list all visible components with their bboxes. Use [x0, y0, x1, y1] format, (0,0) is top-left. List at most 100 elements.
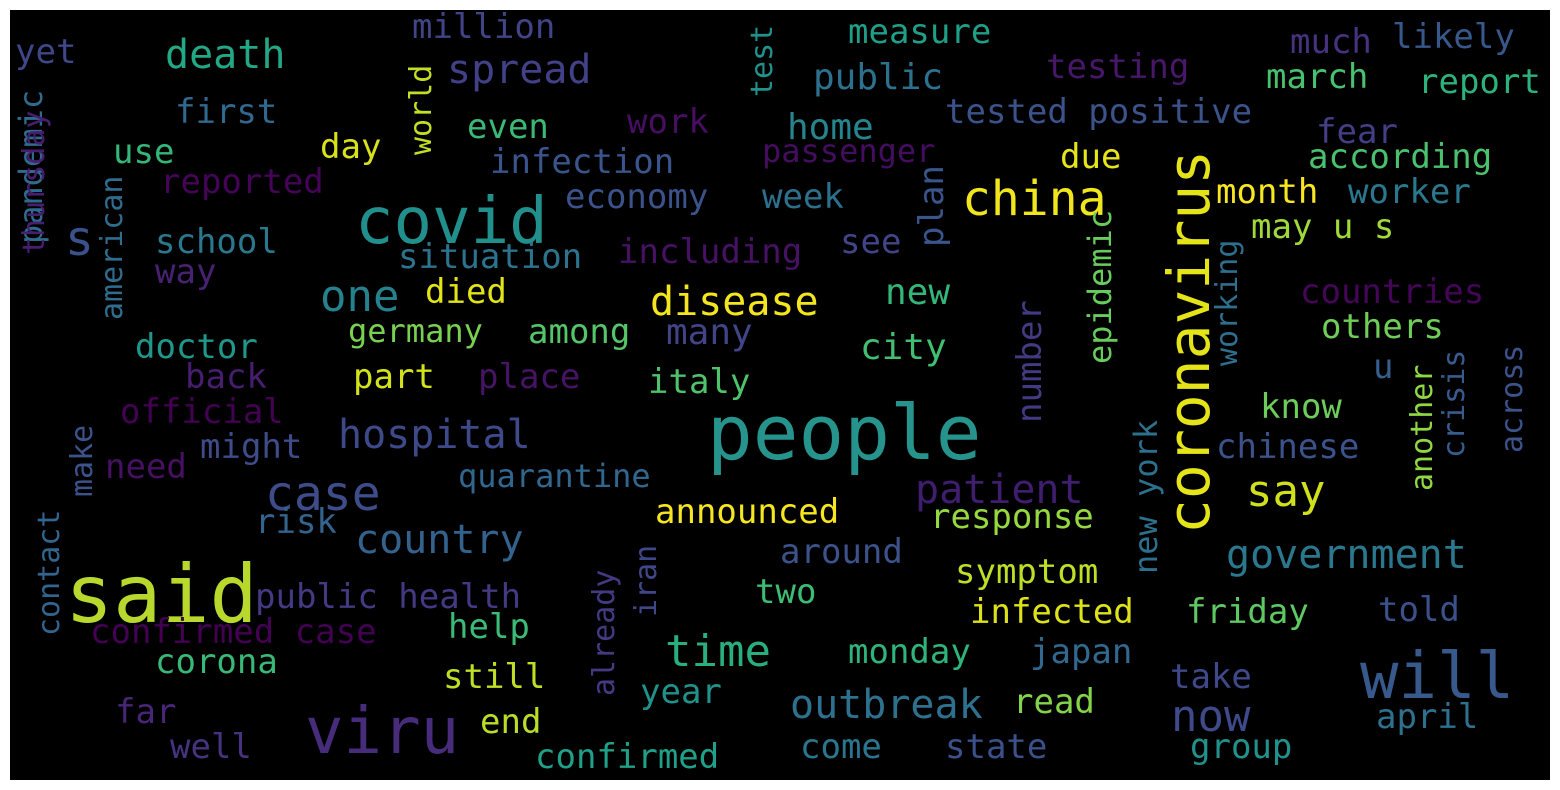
word-far: far — [115, 692, 177, 732]
word-response: response — [930, 497, 1094, 537]
word-outbreak: outbreak — [790, 682, 983, 728]
word-others: others — [1321, 307, 1444, 347]
word-japan: japan — [1030, 632, 1133, 672]
word-way: way — [155, 252, 217, 292]
word-u: u — [1373, 347, 1394, 387]
word-fear: fear — [1316, 112, 1398, 152]
word-italy: italy — [648, 362, 751, 402]
word-passenger: passenger — [762, 132, 936, 170]
word-symptom: symptom — [955, 552, 1099, 592]
word-tested-positive: tested positive — [945, 92, 1253, 132]
word-week: week — [762, 177, 844, 217]
word-read: read — [1013, 682, 1095, 722]
word-new: new — [885, 272, 951, 313]
word-s: s — [65, 211, 94, 267]
word-people: people — [707, 388, 982, 477]
word-much: much — [1290, 22, 1372, 62]
word-chinese: chinese — [1216, 427, 1360, 467]
word-situation: situation — [398, 237, 583, 277]
word-doctor: doctor — [135, 327, 258, 367]
word-reported: reported — [160, 162, 324, 202]
word-many: many — [666, 312, 753, 353]
word-death: death — [165, 32, 286, 78]
word-take: take — [1170, 657, 1252, 697]
word-risk: risk — [255, 502, 337, 542]
word-including: including — [618, 232, 803, 272]
word-contact: contact — [32, 509, 67, 636]
word-back: back — [185, 357, 267, 397]
word-countries: countries — [1300, 272, 1485, 312]
word-know: know — [1260, 387, 1342, 427]
word-due: due — [1060, 137, 1122, 177]
word-likely: likely — [1392, 17, 1515, 57]
word-already: already — [587, 569, 622, 696]
word-need: need — [105, 447, 187, 487]
word-one: one — [320, 271, 400, 322]
word-american: american — [95, 175, 130, 321]
word-friday: friday — [1186, 592, 1309, 632]
word-quarantine: quarantine — [458, 457, 651, 495]
word-germany: germany — [348, 312, 483, 350]
word-well: well — [170, 727, 252, 767]
word-viru: viru — [305, 695, 460, 769]
word-help: help — [448, 607, 530, 647]
word-two: two — [755, 572, 817, 612]
word-public-health: public health — [255, 577, 522, 617]
word-state: state — [945, 727, 1048, 767]
word-confirmed-case: confirmed case — [90, 612, 377, 652]
word-working: working — [1210, 239, 1245, 366]
word-died: died — [425, 272, 507, 312]
word-economy: economy — [565, 177, 709, 217]
word-make: make — [65, 424, 100, 497]
word-year: year — [640, 672, 722, 712]
word-spread: spread — [447, 47, 592, 93]
word-world: world — [404, 64, 439, 155]
word-work: work — [627, 102, 709, 142]
word-cloud: people said coronavirus covid viru will china c… — [10, 10, 1550, 780]
word-use: use — [113, 132, 175, 172]
word-epidemic: epidemic — [1081, 209, 1119, 364]
word-march: march — [1266, 57, 1369, 97]
word-told: told — [1378, 590, 1460, 630]
word-thursday: thursday — [17, 110, 52, 256]
word-china: china — [962, 171, 1107, 227]
word-official: official — [120, 392, 284, 432]
word-measure: measure — [848, 12, 992, 52]
word-day: day — [320, 127, 382, 167]
word-see: see — [840, 222, 902, 262]
word-test: test — [745, 24, 780, 97]
word-plan: plan — [912, 165, 952, 247]
word-worker: worker — [1348, 172, 1471, 212]
word-number: number — [1010, 300, 1050, 423]
word-disease: disease — [650, 279, 819, 325]
word-country: country — [355, 517, 524, 563]
word-part: part — [353, 357, 435, 397]
word-monday: monday — [848, 632, 971, 672]
word-say: say — [1246, 466, 1326, 517]
word-end: end — [480, 702, 542, 742]
word-yet: yet — [15, 32, 77, 72]
word-among: among — [528, 312, 631, 352]
word-first: first — [175, 92, 278, 132]
word-testing: testing — [1046, 47, 1190, 87]
word-corona: corona — [155, 642, 278, 682]
word-around: around — [780, 532, 903, 572]
word-public: public — [813, 57, 944, 98]
word-case: case — [265, 466, 381, 522]
word-announced: announced — [655, 492, 840, 532]
word-confirmed: confirmed — [535, 737, 720, 777]
word-across: across — [1495, 344, 1530, 453]
word-million: million — [412, 10, 556, 47]
word-another: another — [1405, 364, 1440, 491]
word-according: according — [1308, 137, 1493, 177]
word-might: might — [200, 427, 303, 467]
word-infected: infected — [970, 592, 1134, 632]
word-now: now — [1171, 691, 1251, 742]
word-will: will — [1360, 640, 1515, 714]
word-crisis: crisis — [1437, 349, 1472, 458]
word-still: still — [443, 657, 546, 697]
word-patient: patient — [915, 467, 1084, 513]
word-iran: iran — [629, 544, 664, 617]
word-hospital: hospital — [338, 412, 531, 458]
word-infection: infection — [490, 142, 675, 182]
